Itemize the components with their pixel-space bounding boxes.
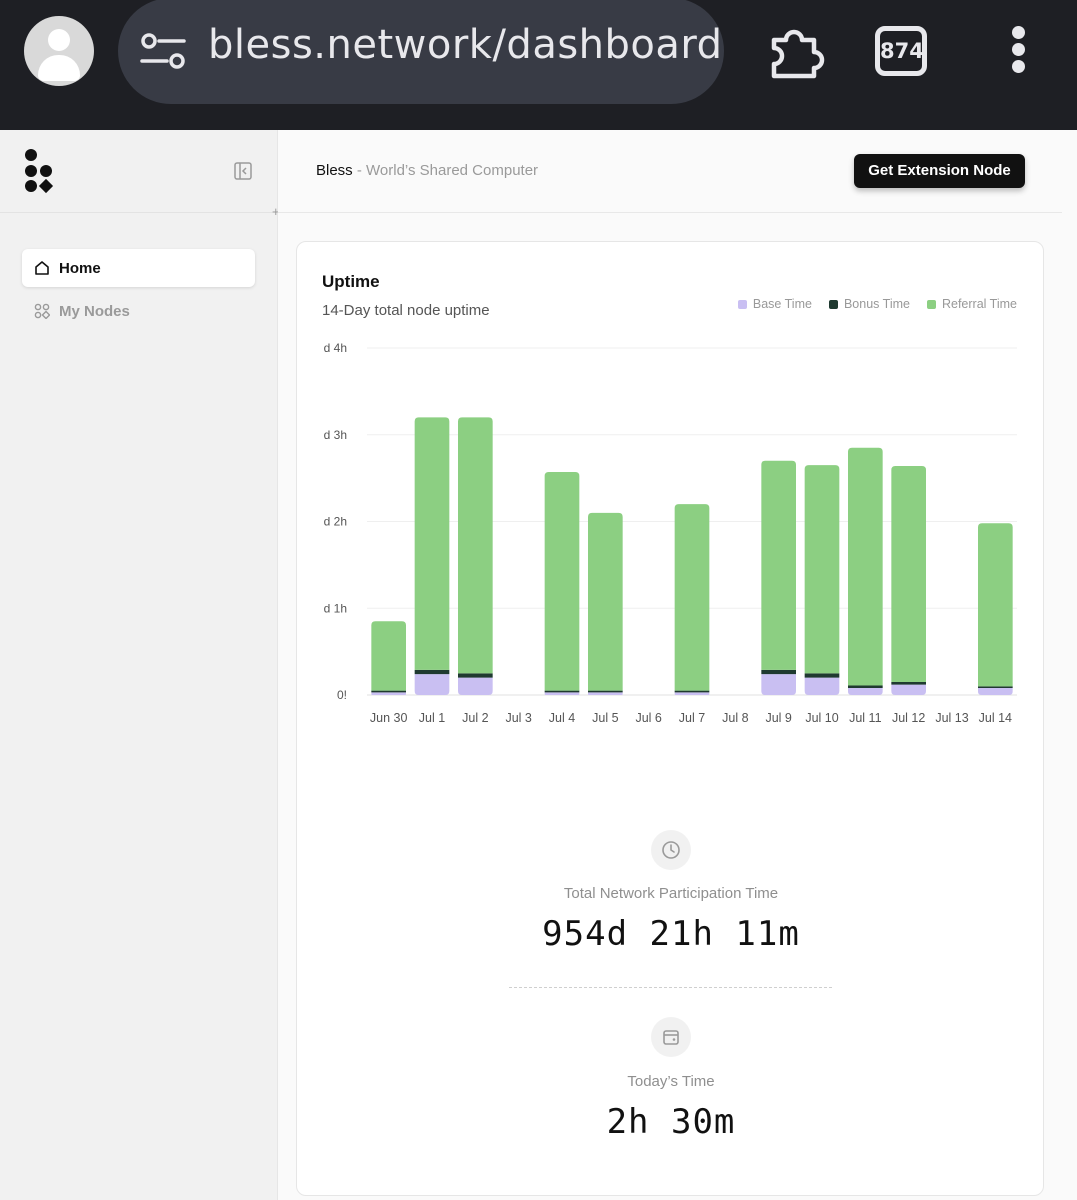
legend-item-referral: Referral Time [926,297,1017,311]
bar-segment-base-time [848,688,883,695]
bar-segment-referral-time [544,472,580,691]
x-tick-label: Jul 3 [505,711,531,725]
bar-segment-bonus-time [458,673,493,678]
uptime-bar-chart: 0! d 1h d 2h d 3h d 4h Jun 30 Jul 1 Jul 2 Jul 3 J… [324,341,1017,725]
chart-legend: Base Time Bonus Time Referral Time [737,297,1017,311]
bar-segment-bonus-time [414,669,450,675]
uptime-title: Uptime [322,272,380,291]
x-tick-label: Jul 9 [765,711,791,725]
bar-segment-bonus-time [588,690,623,693]
x-tick-label: Jul 10 [805,711,838,725]
sidebar-item-label: My Nodes [59,302,130,320]
bar-segment-bonus-time [804,673,840,678]
bar-segment-bonus-time [761,669,796,675]
legend-label: Bonus Time [843,297,910,311]
sidebar-item-my-nodes[interactable]: My Nodes [22,292,255,330]
bar-segment-base-time [891,684,926,695]
bar-segment-referral-time [588,512,623,691]
brand-tagline: - World’s Shared Computer [352,162,539,179]
bar-segment-base-time [458,677,493,695]
clock-icon [651,830,691,870]
sidebar-collapse-icon[interactable] [234,162,252,180]
legend-swatch [926,299,936,309]
plus-icon: + [272,204,280,219]
brand-name: Bless [316,162,353,179]
profile-avatar[interactable] [24,16,94,86]
bar-segment-base-time [674,692,710,695]
uptime-subtitle: 14-Day total node uptime [322,302,490,319]
x-tick-label: Jul 11 [849,711,881,725]
get-extension-node-button[interactable]: Get Extension Node [854,154,1025,188]
x-tick-label: Jul 8 [722,711,748,725]
bar-segment-referral-time [804,465,840,674]
sidebar-item-home[interactable]: Home [22,249,255,287]
address-bar[interactable]: bless.network/dashboard [118,0,724,104]
bar-segment-bonus-time [848,685,883,689]
x-tick-label: Jul 1 [419,711,445,725]
bar-segment-base-time [371,692,406,695]
bar-segment-referral-time [848,447,883,686]
bar-segment-referral-time [761,460,796,670]
bar-segment-base-time [761,674,796,695]
legend-swatch [828,299,838,309]
y-tick-label: d 3h [324,428,347,442]
url-text[interactable]: bless.network/dashboard [208,22,723,68]
site-settings-icon[interactable] [140,32,186,70]
sidebar-header [0,130,277,213]
x-tick-label: Jul 14 [979,711,1012,725]
stats-divider [509,987,832,988]
uptime-card: Uptime 14-Day total node uptime Base Tim… [296,241,1044,1196]
bar-segment-bonus-time [978,686,1013,689]
page-header: Bless - World’s Shared Computer Get Exte… [278,130,1062,213]
bar-segment-bonus-time [891,681,926,685]
puzzle-extension-icon[interactable] [766,22,828,80]
x-tick-label: Jul 4 [549,711,575,725]
x-tick-label: Jul 2 [462,711,488,725]
bar-segment-base-time [978,688,1013,695]
bar-segment-referral-time [458,417,493,674]
x-tick-label: Jul 7 [679,711,705,725]
sidebar-item-label: Home [59,259,101,277]
x-tick-label: Jul 13 [935,711,968,725]
today-time-value: 2h 30m [606,1102,736,1142]
bar-segment-referral-time [414,417,450,670]
y-tick-label: d 4h [324,341,347,355]
x-tick-label: Jul 5 [592,711,618,725]
home-icon [35,261,49,275]
total-time-label: Total Network Participation Time [563,885,779,902]
y-tick-label: d 2h [324,515,347,529]
legend-swatch [737,299,747,309]
wallet-calendar-icon [651,1017,691,1057]
dashed-divider [296,778,297,1178]
legend-item-base: Base Time [737,297,812,311]
tab-count-badge[interactable]: 874 [875,26,927,76]
x-tick-label: Jun 30 [370,711,408,725]
total-time-value: 954d 21h 11m [542,914,800,954]
bar-segment-base-time [414,674,450,695]
bar-segment-base-time [804,677,840,695]
sidebar: + Home My Nodes [0,130,280,1200]
bar-segment-referral-time [978,523,1013,687]
browser-toolbar: bless.network/dashboard 874 [0,0,1077,130]
bar-segment-base-time [588,692,623,695]
legend-label: Referral Time [941,297,1017,311]
bar-segment-bonus-time [674,690,710,693]
brand-title: Bless - World’s Shared Computer [316,162,538,179]
more-menu-icon[interactable] [1008,26,1028,76]
nodes-icon [34,303,50,319]
bar-segment-bonus-time [371,690,406,693]
bar-segment-bonus-time [544,690,580,693]
y-tick-label: d 1h [324,601,347,615]
y-tick-label: 0! [337,688,347,702]
today-time-label: Today’s Time [627,1073,715,1090]
x-tick-label: Jul 6 [635,711,661,725]
bar-segment-referral-time [674,504,710,691]
bar-segment-base-time [544,692,580,695]
bless-logo-icon [25,149,54,194]
bar-segment-referral-time [371,621,406,691]
legend-item-bonus: Bonus Time [828,297,910,311]
x-tick-label: Jul 12 [892,711,925,725]
legend-label: Base Time [752,297,812,311]
bar-segment-referral-time [891,465,926,682]
